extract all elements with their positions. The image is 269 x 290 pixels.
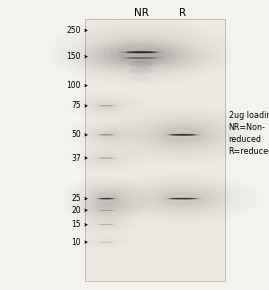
Ellipse shape — [165, 134, 200, 136]
Ellipse shape — [123, 51, 159, 54]
Text: 10: 10 — [71, 238, 81, 247]
Ellipse shape — [120, 51, 162, 54]
Ellipse shape — [122, 51, 161, 54]
Ellipse shape — [127, 57, 156, 59]
Ellipse shape — [99, 198, 114, 199]
Text: 75: 75 — [71, 101, 81, 110]
Ellipse shape — [122, 57, 160, 59]
Ellipse shape — [98, 198, 115, 200]
Ellipse shape — [98, 134, 115, 135]
Text: 100: 100 — [66, 81, 81, 90]
Text: 20: 20 — [71, 206, 81, 215]
Text: 25: 25 — [71, 194, 81, 203]
Ellipse shape — [167, 198, 199, 200]
Text: 50: 50 — [71, 130, 81, 139]
Ellipse shape — [168, 134, 198, 136]
Ellipse shape — [99, 224, 113, 225]
Ellipse shape — [97, 198, 116, 200]
Text: 37: 37 — [71, 153, 81, 163]
Ellipse shape — [165, 198, 201, 200]
Ellipse shape — [170, 198, 196, 199]
Ellipse shape — [167, 134, 199, 136]
Ellipse shape — [99, 210, 113, 211]
Ellipse shape — [129, 68, 153, 75]
Text: 15: 15 — [71, 220, 81, 229]
Ellipse shape — [96, 198, 116, 200]
Ellipse shape — [166, 198, 200, 200]
Ellipse shape — [124, 57, 159, 59]
Text: R: R — [179, 8, 186, 18]
Text: NR: NR — [134, 8, 149, 18]
Ellipse shape — [170, 134, 196, 135]
Text: 250: 250 — [66, 26, 81, 35]
Ellipse shape — [126, 51, 156, 53]
Text: 150: 150 — [66, 52, 81, 61]
Ellipse shape — [129, 60, 153, 68]
Bar — [85, 19, 225, 281]
Text: 2ug loading
NR=Non-
reduced
R=reduced: 2ug loading NR=Non- reduced R=reduced — [229, 111, 269, 156]
